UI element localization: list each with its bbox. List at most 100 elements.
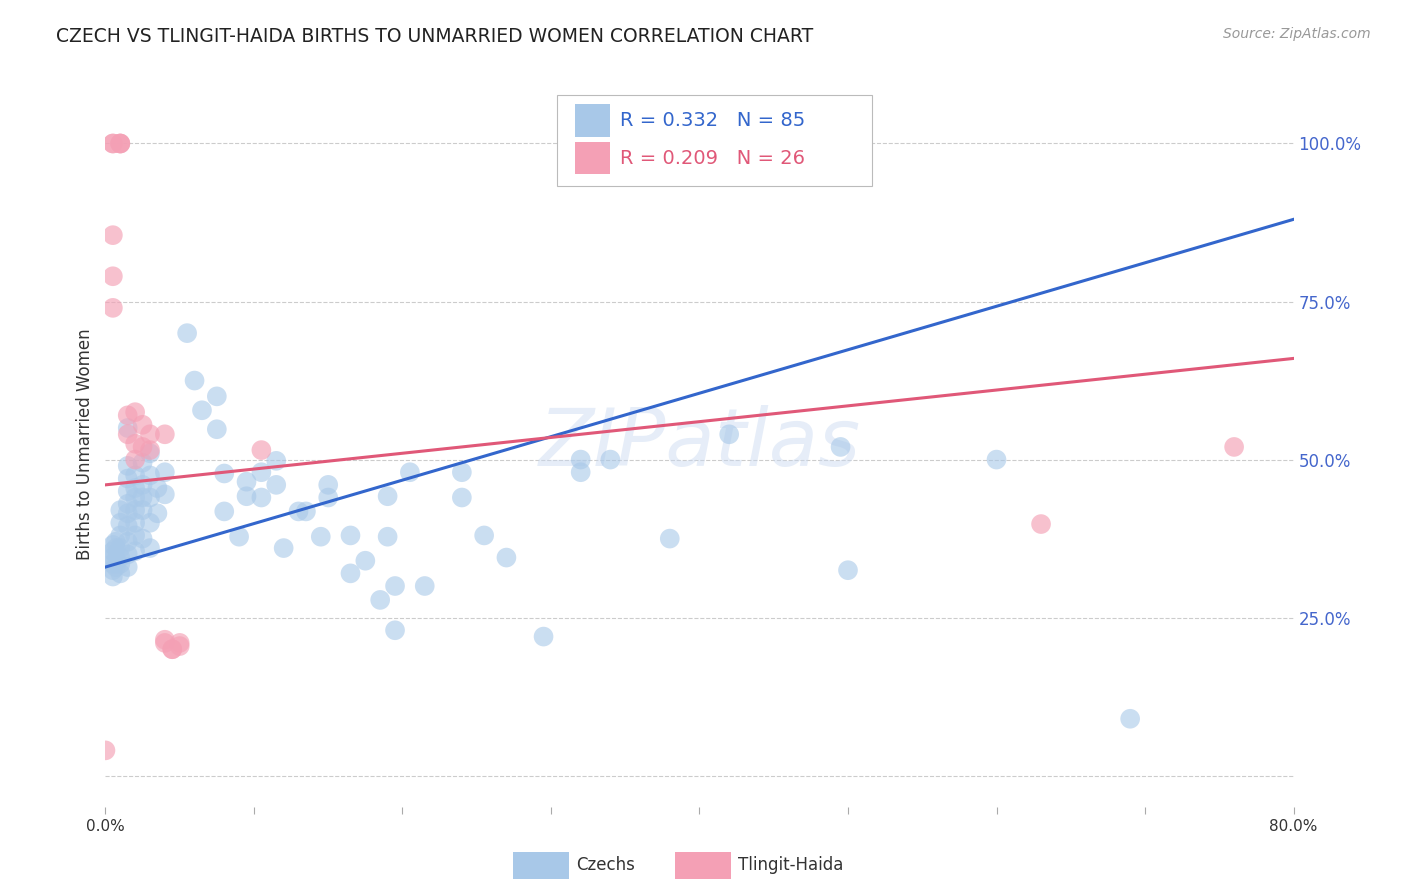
Point [101,544,124,558]
Point [110,516,132,530]
Point [309,530,332,544]
Point [235,475,257,489]
Point [183,374,205,388]
Point [153,632,176,647]
FancyBboxPatch shape [557,95,872,186]
Text: CZECH VS TLINGIT-HAIDA BIRTHS TO UNMARRIED WOMEN CORRELATION CHART: CZECH VS TLINGIT-HAIDA BIRTHS TO UNMARRI… [56,27,814,45]
Point [250,491,273,505]
Point [131,491,153,505]
Point [153,487,176,501]
Point [131,478,153,492]
Point [214,504,236,518]
Point [264,478,287,492]
Point [153,636,176,650]
Point [169,636,191,650]
Point [250,443,273,458]
Point [117,506,139,520]
Point [191,403,214,417]
Point [295,504,318,518]
Point [131,456,153,470]
Point [176,326,198,340]
Point [101,569,124,583]
Point [169,639,191,653]
Point [110,550,132,565]
Point [117,560,139,574]
Point [110,136,132,151]
Point [117,497,139,511]
Point [104,554,127,568]
Point [384,624,406,638]
Point [101,136,124,151]
Point [101,269,124,284]
Point [104,548,127,562]
Point [377,489,399,503]
Point [139,427,162,442]
Point [110,503,132,517]
Text: R = 0.332   N = 85: R = 0.332 N = 85 [620,111,806,129]
Point [658,532,681,546]
Point [101,550,124,565]
Point [117,427,139,442]
Point [1119,712,1142,726]
Point [250,465,273,479]
Point [110,136,132,151]
Point [104,534,127,549]
Point [495,550,517,565]
Point [162,642,184,657]
Text: Tlingit-Haida: Tlingit-Haida [738,856,844,874]
Point [104,560,127,574]
Point [830,440,852,454]
Point [124,528,146,542]
Point [101,538,124,552]
Point [1223,440,1246,454]
Point [368,593,391,607]
Point [1029,517,1052,532]
Point [450,491,472,505]
Point [287,504,309,518]
Text: Source: ZipAtlas.com: Source: ZipAtlas.com [1223,27,1371,41]
Point [837,563,859,577]
Point [117,409,139,423]
Point [110,557,132,571]
Point [101,136,124,151]
Point [533,630,555,644]
Point [139,468,162,483]
Point [228,530,250,544]
Point [131,532,153,546]
Point [117,471,139,485]
Point [384,579,406,593]
Point [316,478,339,492]
Point [153,465,176,479]
Point [264,454,287,468]
Y-axis label: Births to Unmarried Women: Births to Unmarried Women [76,328,94,559]
Point [205,422,228,436]
Point [110,136,132,151]
Point [117,534,139,549]
Point [316,491,339,505]
Point [94,743,117,757]
Point [124,544,146,558]
Point [214,467,236,481]
Text: Czechs: Czechs [576,856,636,874]
Point [273,541,295,555]
Point [124,516,146,530]
Point [139,541,162,555]
Point [569,465,592,479]
Point [339,528,361,542]
Point [139,516,162,530]
Point [139,491,162,505]
Point [104,541,127,555]
Point [101,557,124,571]
Point [377,530,399,544]
Point [117,421,139,435]
Point [131,417,153,432]
Point [101,301,124,315]
Point [399,465,422,479]
Point [101,228,124,243]
Point [450,465,472,479]
Point [205,389,228,403]
Point [124,503,146,517]
Point [718,427,741,442]
Point [146,481,169,495]
Point [124,481,146,495]
